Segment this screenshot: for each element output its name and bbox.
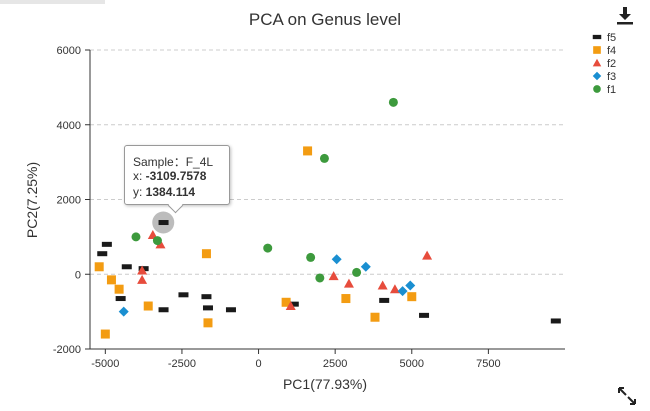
legend-marker-f5[interactable] (592, 34, 602, 40)
data-point-f2[interactable] (377, 280, 388, 290)
data-point-f2[interactable] (137, 274, 148, 284)
legend-item-f2[interactable]: f2 (592, 58, 616, 70)
data-point-f1[interactable] (131, 232, 141, 242)
data-point-f5[interactable] (550, 318, 561, 324)
data-point-f5[interactable] (178, 292, 189, 298)
legend-label: f4 (607, 45, 616, 57)
data-point-f2[interactable] (422, 250, 433, 260)
data-point-f2[interactable] (285, 301, 296, 311)
legend-label: f1 (607, 84, 616, 96)
y-tick-label: 0 (75, 269, 81, 281)
tooltip-x-label: x: (133, 169, 146, 183)
data-point-f4[interactable] (281, 297, 291, 307)
x-tick-label: 0 (255, 358, 261, 370)
legend-marker-f3[interactable] (592, 71, 602, 81)
data-point-f1[interactable] (319, 153, 329, 163)
y-tick-label: 6000 (57, 45, 81, 57)
data-point-f2[interactable] (328, 271, 339, 281)
x-tick-label: 7500 (476, 358, 500, 370)
legend-marker-f1[interactable] (593, 85, 601, 93)
legend-marker-f2[interactable] (592, 58, 602, 67)
data-point-f1[interactable] (263, 243, 273, 253)
tooltip-x-row: x: -3109.7578 (133, 169, 206, 183)
data-tooltip: Sample：F_4L x: -3109.7578 y: 1384.114 (124, 145, 230, 214)
download-icon (617, 7, 633, 25)
x-tick-label: 5000 (400, 358, 424, 370)
data-point-f3[interactable] (360, 261, 371, 272)
data-point-f1[interactable] (315, 273, 325, 283)
data-point-f4[interactable] (114, 284, 124, 294)
data-point-f4[interactable] (370, 312, 380, 322)
data-point-f5[interactable] (101, 241, 112, 247)
download-button[interactable] (614, 6, 636, 26)
top-toolbar-strip (0, 0, 105, 4)
legend-label: f2 (607, 58, 616, 70)
y-tick-label: 2000 (57, 195, 81, 207)
data-points (94, 97, 561, 339)
data-point-f5[interactable] (158, 220, 169, 226)
tooltip-sample: Sample：F_4L (133, 155, 214, 169)
data-point-f4[interactable] (407, 292, 417, 302)
data-point-f5[interactable] (288, 301, 299, 307)
legend-marker-f4[interactable] (593, 46, 601, 54)
data-point-f5[interactable] (419, 312, 430, 318)
legend-item-f1[interactable]: f1 (593, 84, 616, 96)
axis-ticks: -2000 0 2000 4000 6000 -5000 -2500 0 2500 5000 750… (53, 45, 501, 370)
data-point-f5[interactable] (201, 294, 212, 300)
data-point-f4[interactable] (303, 146, 313, 156)
legend-label: f3 (607, 71, 616, 83)
data-point-f2[interactable] (343, 278, 354, 288)
data-point-f2[interactable] (389, 284, 400, 294)
tooltip-y-value: 1384.114 (145, 185, 196, 199)
data-point-f3[interactable] (331, 254, 342, 265)
expand-icon (618, 387, 636, 405)
data-point-f5[interactable] (158, 307, 169, 313)
data-point-f1[interactable] (352, 267, 362, 277)
data-point-f5[interactable] (202, 305, 213, 311)
y-tick-label: -2000 (53, 344, 81, 356)
data-point-f1[interactable] (152, 236, 162, 246)
data-point-f4[interactable] (106, 275, 116, 285)
data-point-f3[interactable] (405, 280, 416, 291)
data-point-f3[interactable] (118, 306, 129, 317)
tooltip-y-label: y: (133, 185, 146, 199)
legend-item-f3[interactable]: f3 (592, 71, 616, 83)
data-point-f5[interactable] (97, 251, 108, 257)
data-point-f4[interactable] (94, 262, 104, 272)
data-point-f5[interactable] (115, 296, 126, 302)
x-tick-label: -5000 (91, 358, 119, 370)
data-point-f5[interactable] (225, 307, 236, 313)
data-point-f2[interactable] (137, 265, 148, 275)
x-tick-label: 2500 (323, 358, 347, 370)
fullscreen-button[interactable] (616, 386, 638, 406)
data-point-f1[interactable] (388, 97, 398, 107)
tooltip-y-row: y: 1384.114 (133, 185, 195, 199)
data-point-f5[interactable] (379, 297, 390, 303)
chart-title: PCA on Genus level (248, 10, 402, 29)
x-axis-title: PC1(77.93%) (283, 376, 367, 392)
legend-label: f5 (607, 32, 616, 44)
legend-item-f5[interactable]: f5 (592, 32, 616, 44)
data-point-f4[interactable] (203, 318, 213, 328)
y-tick-label: 4000 (57, 120, 81, 132)
data-point-f3[interactable] (397, 286, 408, 297)
data-point-f4[interactable] (201, 249, 211, 259)
data-point-f4[interactable] (100, 329, 110, 339)
data-point-f4[interactable] (341, 294, 351, 304)
legend-item-f4[interactable]: f4 (593, 45, 616, 57)
data-point-f5[interactable] (121, 264, 132, 270)
tooltip-x-value: -3109.7578 (145, 169, 207, 183)
data-point-f1[interactable] (306, 252, 316, 262)
y-axis-title: PC2(7.25%) (24, 162, 40, 238)
x-tick-label: -2500 (168, 358, 196, 370)
data-point-f4[interactable] (143, 301, 153, 311)
